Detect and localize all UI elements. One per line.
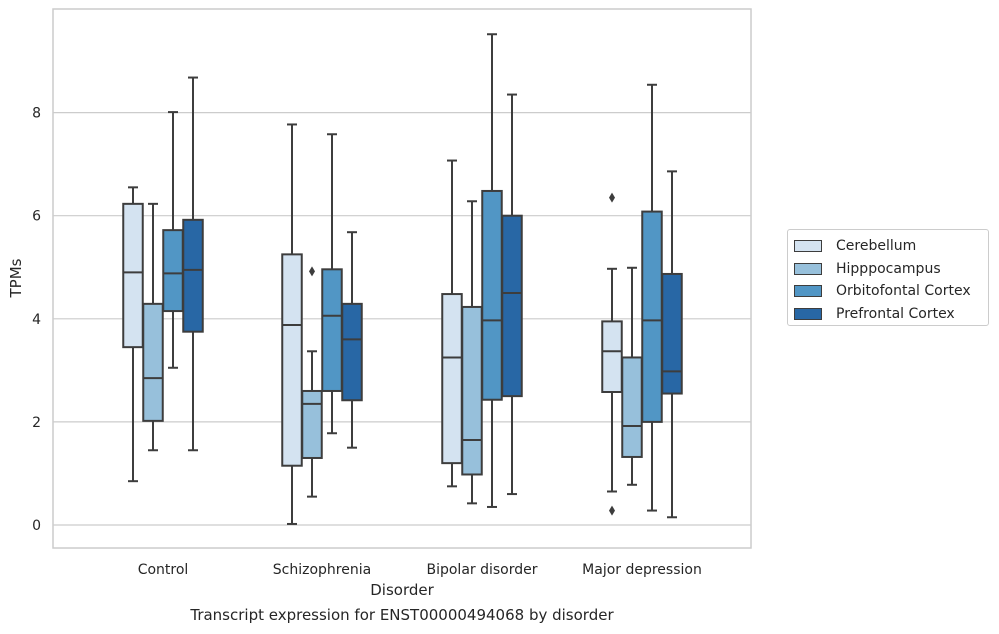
x-axis-label: Disorder (370, 581, 434, 599)
box-1-3 (341, 231, 363, 449)
box-iqr (301, 389, 323, 459)
box-iqr (601, 320, 623, 394)
box-3-3 (661, 170, 683, 519)
y-axis-label: TPMs (7, 258, 25, 298)
box-3-0 (601, 192, 623, 516)
legend-item: Hipppocampus (794, 258, 988, 281)
box-iqr (641, 210, 663, 423)
legend-label: Hipppocampus (836, 260, 941, 277)
box-iqr (281, 253, 303, 467)
legend-label: Prefrontal Cortex (836, 305, 955, 322)
legend-swatch (794, 285, 822, 298)
box-iqr (441, 293, 463, 465)
box-layer (122, 33, 683, 525)
legend-label: Orbitofontal Cortex (836, 283, 971, 300)
legend-item: Prefrontal Cortex (794, 303, 988, 326)
box-iqr (142, 302, 164, 422)
box-iqr (182, 218, 204, 333)
x-tick-label: Control (138, 562, 189, 578)
box-0-1 (142, 202, 164, 452)
legend-swatch (794, 262, 822, 275)
legend-item: Orbitofontal Cortex (794, 280, 988, 303)
y-tick-label: 8 (32, 106, 41, 122)
box-2-0 (441, 159, 463, 488)
legend-item: Cerebellum (794, 235, 988, 258)
x-tick-label: Bipolar disorder (426, 562, 537, 578)
y-tick-label: 0 (32, 518, 41, 534)
box-iqr (501, 214, 523, 398)
tick-layer: 0 2 4 6 8 Control Schizophrenia Bipolar disorde… (32, 106, 702, 578)
x-tick-label: Schizophrenia (273, 562, 371, 578)
box-iqr (122, 202, 144, 349)
outlier-point (609, 192, 615, 203)
y-tick-label: 2 (32, 415, 41, 431)
x-tick-label: Major depression (582, 562, 702, 578)
chart-caption: Transcript expression for ENST0000049406… (190, 606, 614, 624)
box-1-1 (301, 266, 323, 498)
box-iqr (341, 302, 363, 402)
legend-swatch (794, 240, 822, 253)
y-tick-label: 4 (32, 312, 41, 328)
outlier-point (609, 505, 615, 516)
outlier-point (309, 266, 315, 277)
box-2-3 (501, 93, 523, 496)
y-tick-label: 6 (32, 209, 41, 225)
plot-frame (52, 8, 752, 549)
box-iqr (481, 189, 503, 401)
box-iqr (461, 305, 483, 476)
box-0-2 (162, 111, 184, 369)
box-iqr (162, 229, 184, 313)
legend-label: Cerebellum (836, 238, 917, 255)
box-3-2 (641, 83, 663, 512)
box-iqr (621, 356, 643, 458)
box-0-3 (182, 76, 204, 452)
box-1-2 (321, 133, 343, 435)
box-iqr (321, 268, 343, 392)
box-2-2 (481, 33, 503, 508)
box-0-0 (122, 186, 144, 483)
box-2-1 (461, 200, 483, 505)
box-3-1 (621, 266, 643, 486)
legend-swatch (794, 307, 822, 320)
box-1-0 (281, 123, 303, 525)
legend: Cerebellum Hipppocampus Orbitofontal Corte… (787, 229, 989, 326)
box-iqr (661, 272, 683, 395)
